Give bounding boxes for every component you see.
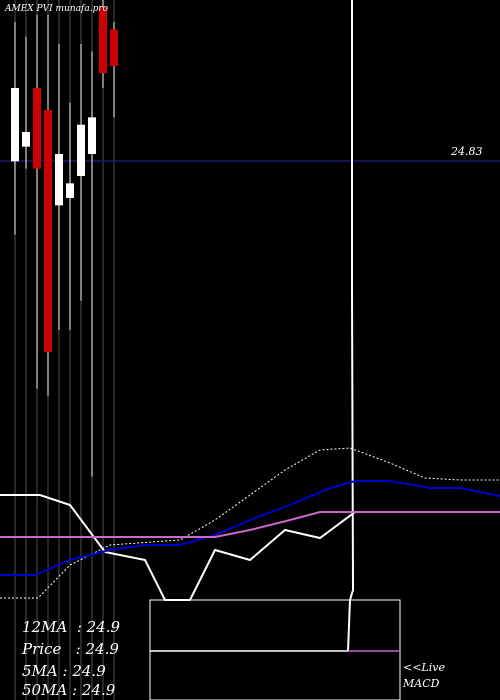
candle-body	[11, 88, 19, 162]
info-price: Price : 24.9	[22, 640, 119, 658]
candle-body	[88, 117, 96, 154]
info-5ma-value: 24.9	[72, 662, 106, 680]
info-50ma-label: 50MA	[22, 681, 68, 699]
chart-title: AMEX PVI munafa.pro	[5, 4, 109, 14]
info-5ma: 5MA : 24.9	[22, 662, 106, 680]
candle-body	[33, 88, 41, 169]
live-label: <<Live	[403, 661, 445, 674]
info-12ma-label: 12MA	[22, 618, 68, 636]
price-spike-line	[347, 0, 355, 652]
macd-box	[149, 599, 401, 700]
info-12ma-value: 24.9	[86, 618, 121, 636]
purple-ma-line	[0, 511, 500, 538]
candle-body	[110, 29, 118, 66]
vertical-gridlines	[14, 0, 115, 700]
info-price-value: 24.9	[85, 640, 119, 658]
candlesticks	[11, 0, 118, 477]
blue-ma-line	[0, 480, 500, 576]
candle-body	[66, 183, 74, 198]
macd-label: MACD	[403, 677, 440, 690]
candle-body	[99, 7, 107, 74]
info-12ma: 12MA : 24.9	[22, 618, 121, 636]
candle-body	[55, 154, 63, 206]
info-50ma: 50MA : 24.9	[22, 681, 116, 699]
info-50ma-value: 24.9	[81, 681, 116, 699]
candle-body	[77, 124, 85, 176]
upper-band-dotted	[0, 447, 500, 599]
info-5ma-label: 5MA	[22, 662, 58, 680]
candle-body	[44, 110, 52, 352]
candle-body	[22, 132, 30, 147]
price-level-label: 24.83	[451, 145, 483, 158]
info-price-label: Price	[22, 640, 62, 658]
